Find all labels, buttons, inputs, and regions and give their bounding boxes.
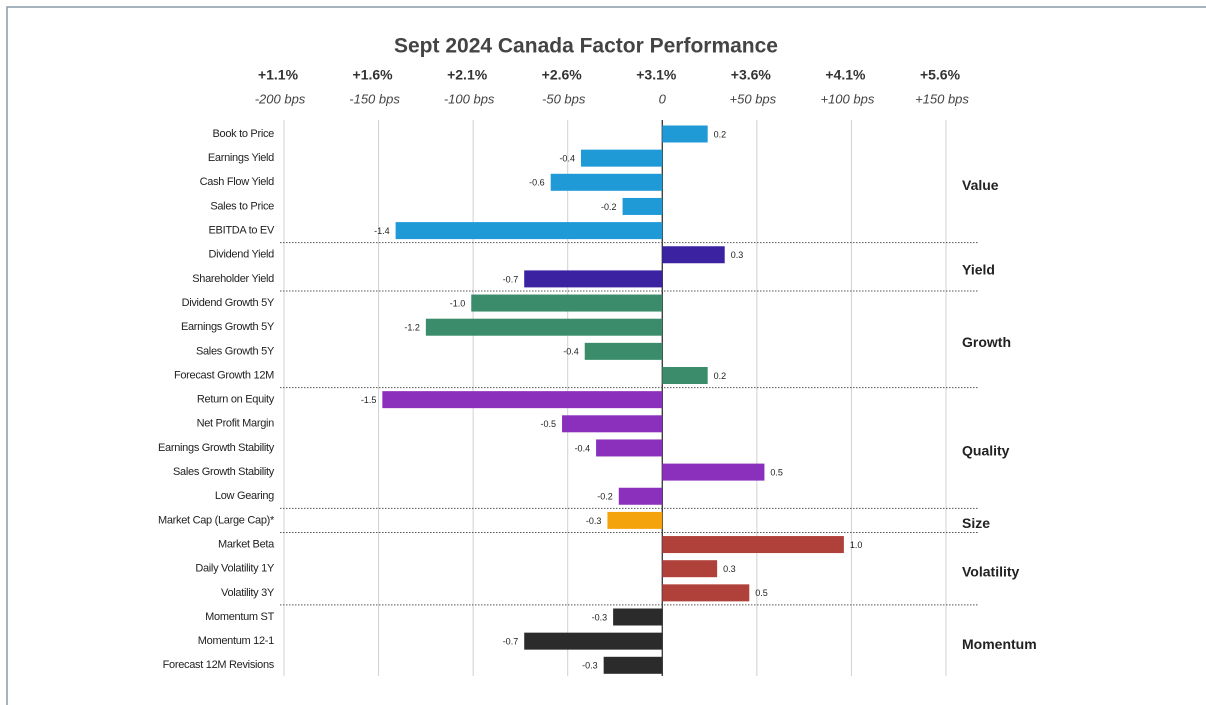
x2-tick-label: +3.1% — [636, 67, 677, 83]
category-label: Daily Volatility 1Y — [195, 563, 275, 575]
x2-tick-label: +4.1% — [825, 67, 866, 83]
bar — [662, 125, 708, 143]
bar — [524, 270, 663, 288]
group-label: Quality — [962, 443, 1010, 459]
category-label: Sales to Price — [210, 200, 274, 212]
bar — [618, 487, 663, 505]
category-label: Sales Growth Stability — [173, 466, 275, 478]
category-label: Net Profit Margin — [197, 418, 275, 430]
data-label: 0.3 — [731, 250, 744, 260]
category-label: Momentum ST — [205, 611, 274, 623]
x2-tick-label: +3.6% — [731, 67, 772, 83]
bar — [550, 173, 663, 191]
data-label: 0.2 — [714, 371, 727, 381]
x2-tick-label: +1.6% — [353, 67, 394, 83]
category-label: Volatility 3Y — [221, 587, 275, 599]
bar — [603, 656, 663, 674]
data-label: 0.2 — [714, 129, 727, 139]
bar — [662, 246, 725, 264]
x2-tick-label: +1.1% — [258, 67, 299, 83]
x-tick-label: -100 bps — [444, 91, 495, 106]
bar — [562, 415, 663, 433]
group-label: Volatility — [962, 563, 1020, 579]
category-label: Cash Flow Yield — [200, 176, 275, 188]
group-label: Value — [962, 177, 999, 193]
data-label: 0.5 — [770, 467, 783, 477]
category-label: Market Beta — [218, 538, 275, 550]
bar — [662, 367, 708, 384]
bar — [580, 149, 663, 167]
data-label: -0.4 — [575, 443, 591, 453]
data-label: -1.4 — [374, 226, 390, 236]
bar — [662, 560, 718, 578]
bar — [471, 294, 663, 312]
x2-tick-label: +2.6% — [542, 67, 583, 83]
bar — [584, 342, 663, 360]
category-label: Forecast 12M Revisions — [163, 659, 275, 671]
data-label: -0.7 — [503, 637, 519, 647]
category-label: Dividend Growth 5Y — [182, 297, 275, 309]
bar — [607, 511, 663, 529]
bar — [622, 197, 663, 215]
category-label: Forecast Growth 12M — [174, 369, 274, 381]
data-label: -0.3 — [582, 661, 598, 671]
bar — [613, 608, 663, 626]
x-tick-label: 0 — [659, 91, 667, 106]
category-label: Earnings Growth Stability — [158, 442, 275, 454]
frame — [6, 6, 1206, 705]
bar — [382, 391, 663, 409]
category-label: Dividend Yield — [208, 249, 274, 261]
data-label: -0.2 — [597, 492, 613, 502]
bar — [425, 318, 663, 336]
category-label: Momentum 12-1 — [198, 635, 274, 647]
data-label: -0.4 — [563, 347, 579, 357]
data-label: -0.2 — [601, 202, 617, 212]
data-label: -0.7 — [503, 274, 519, 284]
category-label: EBITDA to EV — [209, 225, 275, 237]
bar — [395, 222, 663, 240]
group-label: Size — [962, 515, 990, 531]
x2-tick-label: +2.1% — [447, 67, 488, 83]
group-label: Yield — [962, 262, 995, 278]
group-label: Growth — [962, 334, 1011, 350]
category-label: Shareholder Yield — [192, 273, 274, 285]
category-label: Return on Equity — [197, 394, 275, 406]
group-label: Momentum — [962, 636, 1037, 652]
data-label: -0.3 — [592, 612, 608, 622]
category-label: Book to Price — [212, 128, 274, 140]
x-tick-label: -200 bps — [255, 91, 306, 106]
category-label: Earnings Growth 5Y — [181, 321, 275, 333]
x-tick-label: +150 bps — [915, 91, 969, 106]
chart-title: Sept 2024 Canada Factor Performance — [394, 35, 778, 58]
data-label: 1.0 — [850, 540, 863, 550]
data-label: -1.5 — [361, 395, 377, 405]
x-tick-label: -150 bps — [349, 91, 400, 106]
data-label: -0.3 — [586, 516, 602, 526]
x-tick-label: +50 bps — [730, 91, 777, 106]
data-label: -0.5 — [541, 419, 557, 429]
bar — [662, 536, 844, 554]
category-label: Low Gearing — [215, 490, 274, 502]
data-label: -0.4 — [559, 154, 575, 164]
x2-tick-label: +5.6% — [920, 67, 961, 83]
data-label: -0.6 — [529, 178, 545, 188]
bar — [524, 632, 663, 650]
category-label: Sales Growth 5Y — [196, 345, 275, 357]
data-label: -1.2 — [404, 323, 420, 333]
category-label: Market Cap (Large Cap)* — [158, 514, 275, 526]
x-tick-label: -50 bps — [542, 91, 586, 106]
bar — [662, 463, 765, 481]
data-label: 0.3 — [723, 564, 736, 574]
data-label: -1.0 — [450, 298, 466, 308]
category-label: Earnings Yield — [208, 152, 274, 164]
bar — [662, 584, 750, 602]
data-label: 0.5 — [755, 588, 768, 598]
bar — [596, 439, 663, 457]
x-tick-label: +100 bps — [820, 91, 874, 106]
